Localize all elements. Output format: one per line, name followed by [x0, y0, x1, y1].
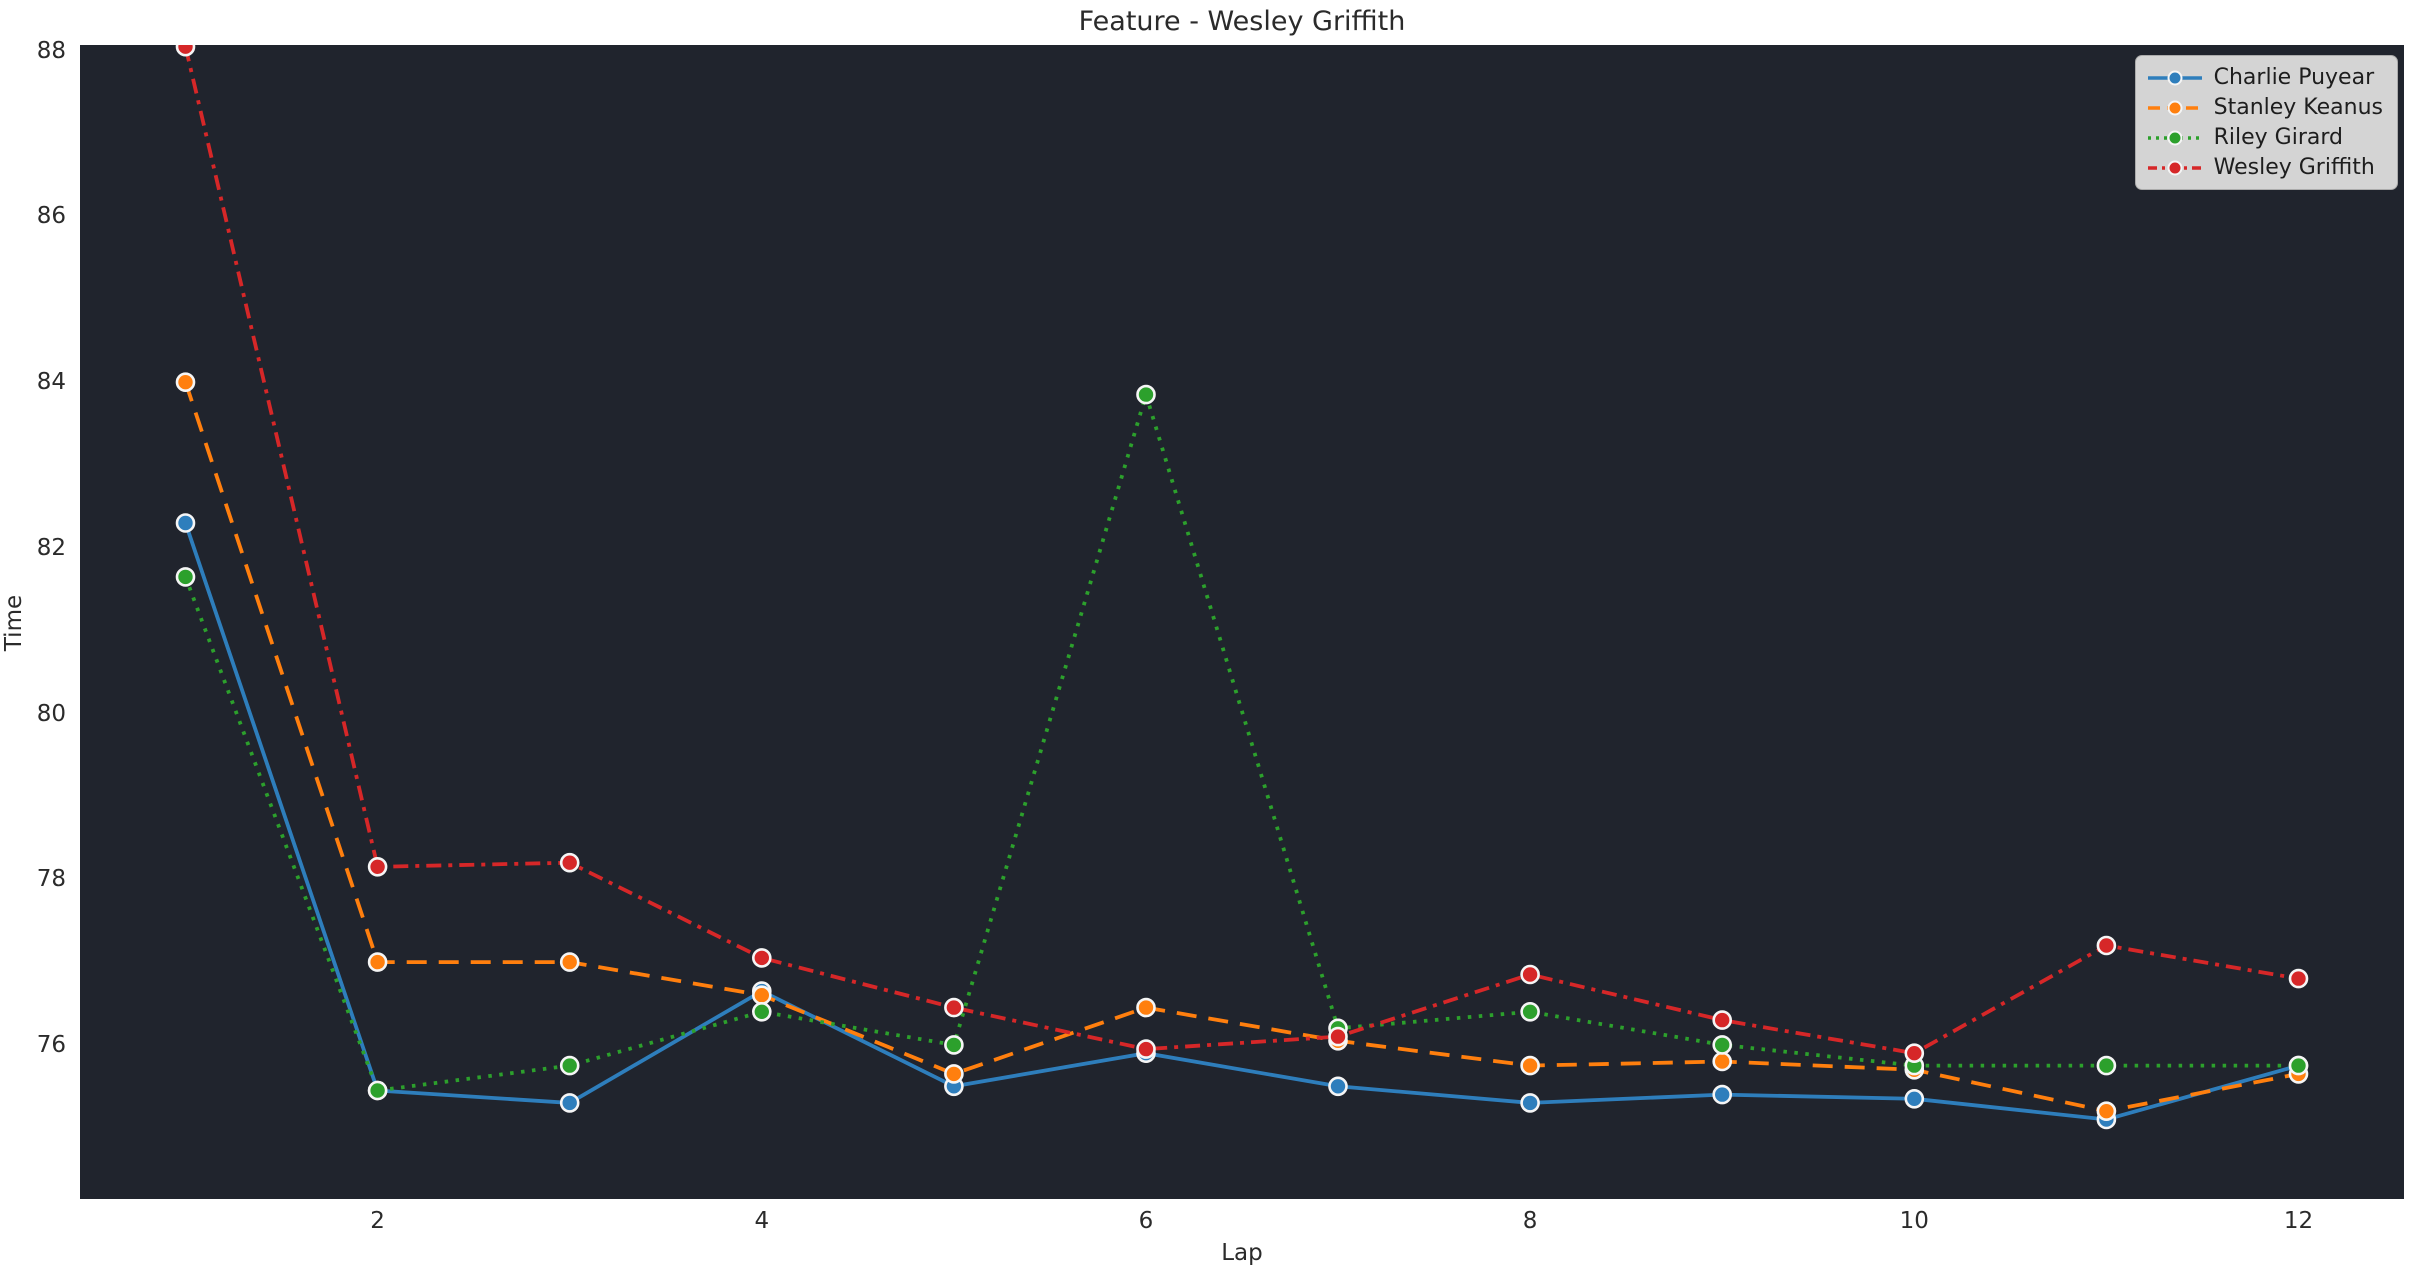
- data-point-marker: [2096, 1101, 2117, 1121]
- data-point-marker: [175, 567, 196, 587]
- x-tick-label: 2: [370, 1208, 385, 1234]
- data-point-marker: [1712, 1084, 1732, 1105]
- series-line: [183, 381, 2299, 1114]
- x-axis-label: Lap: [1221, 1240, 1263, 1266]
- data-point-marker: [2096, 935, 2117, 956]
- legend-label: Charlie Puyear: [2213, 65, 2375, 90]
- y-tick-label: 76: [36, 1031, 66, 1058]
- data-point-marker: [559, 952, 580, 972]
- series-line: [183, 46, 2299, 1056]
- legend: Charlie Puyear Stanley Keanus Riley Girard…: [2134, 55, 2398, 190]
- y-axis-label: Time: [1, 594, 27, 652]
- data-point-marker: [175, 372, 196, 393]
- series-wesley-griffith: [175, 45, 2309, 1064]
- legend-label: Stanley Keanus: [2213, 95, 2383, 120]
- data-point-marker: [1328, 1076, 1348, 1097]
- x-tick-label: 12: [2283, 1208, 2314, 1234]
- data-point-marker: [1136, 384, 1156, 405]
- series-riley-girard: [175, 384, 2309, 1101]
- y-tick-label: 82: [36, 534, 66, 561]
- series-line: [183, 522, 2300, 1122]
- legend-line-icon: [2147, 70, 2202, 85]
- data-point-marker: [559, 1093, 580, 1113]
- series-stanley-keanus: [175, 372, 2309, 1121]
- data-point-marker: [1712, 1010, 1732, 1030]
- legend-line-icon: [2147, 130, 2202, 145]
- data-point-marker: [2288, 968, 2309, 989]
- chart-title: Feature - Wesley Griffith: [1078, 6, 1406, 37]
- data-point-marker: [367, 1080, 388, 1101]
- data-point-marker: [559, 1055, 580, 1076]
- data-point-marker: [1136, 1039, 1156, 1059]
- x-tick-label: 10: [1899, 1208, 1929, 1234]
- data-point-marker: [367, 952, 388, 972]
- legend-line-icon: [2147, 100, 2202, 115]
- series-charlie-puyear: [175, 513, 2309, 1130]
- legend-item: Stanley Keanus: [2146, 94, 2383, 121]
- data-point-marker: [367, 856, 388, 877]
- legend-item: Charlie Puyear: [2146, 64, 2383, 91]
- data-point-marker: [1328, 1026, 1348, 1047]
- data-point-marker: [1904, 1043, 1925, 1064]
- data-point-marker: [1520, 1055, 1540, 1076]
- legend-item: Wesley Griffith: [2146, 154, 2383, 181]
- data-point-marker: [2096, 1055, 2117, 1076]
- y-tick-label: 78: [36, 866, 66, 893]
- x-tick-label: 8: [1522, 1208, 1538, 1234]
- data-point-marker: [751, 985, 772, 1006]
- data-point-marker: [751, 948, 772, 968]
- x-tick-label: 4: [754, 1208, 770, 1234]
- series-line: [183, 387, 2299, 1093]
- y-tick-label: 80: [36, 700, 66, 727]
- data-point-marker: [944, 1035, 964, 1055]
- legend-label: Wesley Griffith: [2213, 155, 2375, 180]
- data-point-marker: [1712, 1051, 1732, 1072]
- data-point-marker: [1520, 1093, 1540, 1113]
- y-tick-label: 84: [36, 369, 66, 396]
- data-point-marker: [175, 513, 196, 533]
- y-tick-label: 86: [36, 203, 66, 230]
- data-point-marker: [559, 852, 580, 873]
- data-point-marker: [1904, 1089, 1925, 1109]
- chart-svg: [175, 45, 2309, 1130]
- data-point-marker: [175, 45, 196, 57]
- legend-item: Riley Girard: [2146, 124, 2383, 151]
- legend-line-icon: [2147, 160, 2202, 175]
- legend-label: Riley Girard: [2213, 125, 2343, 150]
- data-point-marker: [1520, 1001, 1540, 1022]
- data-point-marker: [1712, 1035, 1732, 1055]
- data-point-marker: [1136, 997, 1156, 1018]
- x-tick-label: 6: [1138, 1208, 1154, 1234]
- plot-area: [80, 45, 2404, 1199]
- y-tick-label: 88: [36, 37, 66, 64]
- data-point-marker: [751, 1001, 772, 1022]
- data-point-marker: [944, 997, 964, 1018]
- data-point-marker: [1520, 964, 1540, 985]
- data-point-marker: [2288, 1055, 2309, 1076]
- data-point-marker: [944, 1064, 964, 1084]
